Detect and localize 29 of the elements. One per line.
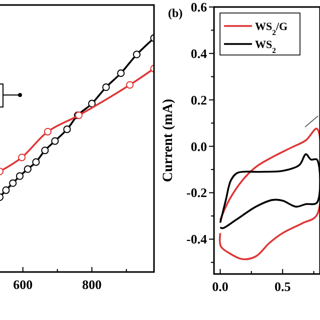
y-tick-label: 0.0	[190, 138, 207, 154]
point	[32, 158, 40, 166]
point	[2, 186, 10, 194]
x-tick-label: 600	[13, 277, 33, 292]
y-tick-label: -0.2	[186, 185, 207, 200]
x-tick-label: 0.5	[274, 279, 292, 294]
y-axis-title: Current (mA)	[161, 98, 176, 182]
point	[9, 179, 17, 187]
y-tick-label: -0.4	[186, 232, 208, 247]
point	[41, 146, 49, 154]
point	[117, 69, 125, 77]
point	[16, 172, 24, 180]
point	[18, 154, 26, 162]
point	[51, 137, 59, 145]
x-tick-label: 0.0	[212, 279, 228, 294]
x-tick-label: 800	[82, 277, 102, 292]
legend-label: WS$_{2}$/G	[255, 21, 288, 36]
point	[88, 100, 96, 108]
y-tick-label: 0.2	[190, 92, 207, 108]
point	[24, 165, 32, 173]
point	[63, 126, 71, 134]
point	[132, 50, 141, 58]
point	[102, 83, 110, 92]
legend-label: WS$_{2}$	[255, 39, 276, 54]
point	[126, 81, 134, 89]
chart-title: (b)	[168, 6, 183, 20]
point	[44, 128, 52, 136]
y-tick-label: 0.4	[190, 46, 208, 61]
y-tick-label: 0.6	[190, 0, 208, 14]
